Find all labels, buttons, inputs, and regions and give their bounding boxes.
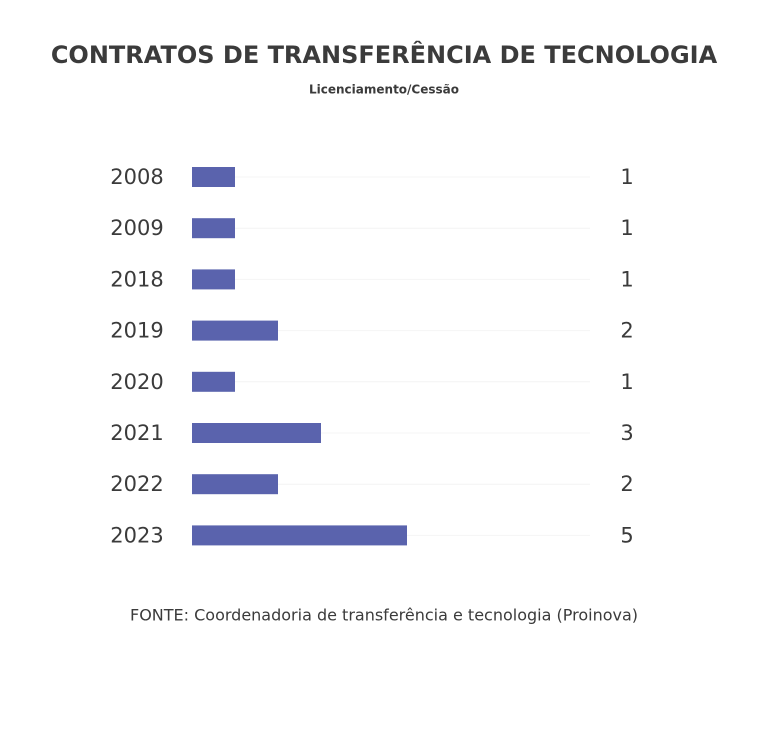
bar — [192, 423, 321, 443]
value-label: 1 — [620, 216, 633, 240]
value-label: 3 — [620, 421, 633, 445]
bar — [192, 371, 235, 392]
bar — [192, 525, 407, 546]
y-tick-label: 2021 — [110, 421, 163, 445]
bar — [192, 320, 278, 341]
source-note: FONTE: Coordenadoria de transferência e … — [130, 606, 638, 625]
bar — [192, 269, 235, 290]
value-label: 2 — [620, 319, 633, 343]
value-label: 1 — [620, 267, 633, 291]
chart-subtitle: Licenciamento/Cessão — [309, 83, 459, 97]
value-label: 5 — [620, 523, 633, 547]
y-tick-label: 2008 — [110, 165, 163, 189]
y-tick-label: 2020 — [110, 370, 163, 394]
y-tick-label: 2019 — [110, 319, 163, 343]
bar — [192, 218, 235, 239]
y-tick-label: 2022 — [110, 472, 163, 496]
bar — [192, 167, 235, 187]
y-tick-label: 2023 — [110, 523, 163, 547]
value-label: 2 — [620, 472, 633, 496]
bar — [192, 474, 278, 495]
y-tick-label: 2018 — [110, 267, 163, 291]
value-label: 1 — [620, 370, 633, 394]
y-tick-label: 2009 — [110, 216, 163, 240]
chart-title: CONTRATOS DE TRANSFERÊNCIA DE TECNOLOGIA — [51, 40, 718, 69]
value-label: 1 — [620, 165, 633, 189]
